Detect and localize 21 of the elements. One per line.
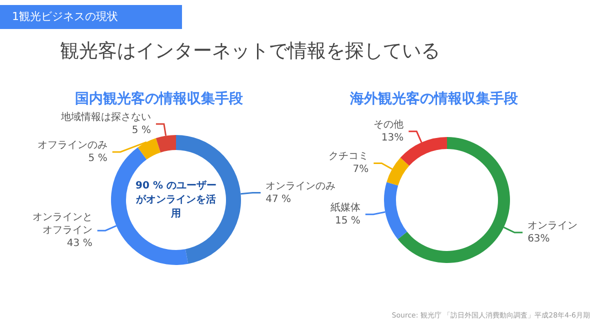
data-label: 5 % — [88, 152, 108, 164]
chart-title: 国内観光客の情報収集手段 — [75, 90, 244, 107]
text: 1観光ビジネスの現状 — [0, 5, 182, 29]
data-label: 15 % — [334, 215, 360, 226]
chart-title: 海外観光客の情報収集手段 — [349, 90, 519, 107]
slice-label: 紙媒体 — [330, 201, 360, 214]
data-label: 63% — [528, 234, 550, 245]
text: 観光客はインターネットで情報を探している — [60, 39, 440, 64]
data-label: 5 % — [132, 124, 151, 136]
slice-label: オンラインのみ — [266, 180, 336, 192]
text: 90 % のユーザーがオンラインを活用 — [135, 180, 216, 220]
slice-label: オフラインのみ — [37, 140, 108, 151]
slice-label: オンラインとオフライン — [32, 212, 92, 236]
data-label: 7% — [352, 164, 369, 176]
data-label: 47 % — [266, 194, 292, 205]
slice-label: クチコミ — [328, 151, 369, 162]
slice-label: オンライン — [528, 220, 578, 232]
slice-label: その他 — [374, 118, 404, 130]
data-label: 43 % — [66, 238, 92, 250]
data-label: 13% — [381, 132, 404, 144]
slice-label: 地域情報は探さない — [60, 110, 151, 123]
